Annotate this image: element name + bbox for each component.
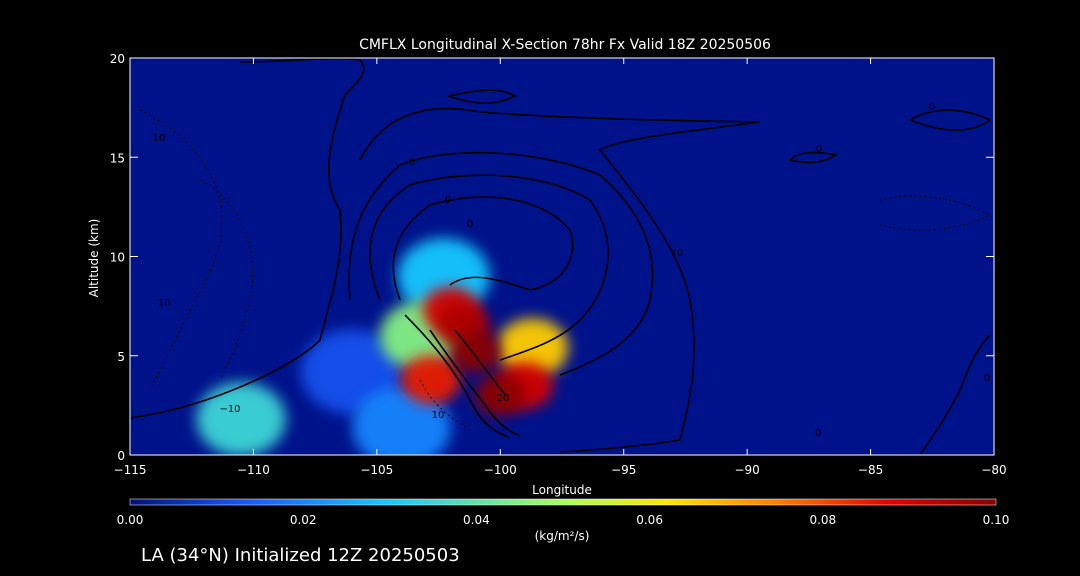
y-tick-label: 20 <box>110 52 125 66</box>
contour-line <box>359 107 761 453</box>
plot-background <box>130 58 994 455</box>
contour-label: 0 <box>409 157 415 168</box>
heat-field <box>196 238 569 455</box>
colorbar-tick-label: 0.08 <box>809 513 836 527</box>
contour-line <box>348 151 654 376</box>
y-tick-label: 0 <box>117 449 125 463</box>
contour-line <box>909 109 992 131</box>
contour-line <box>404 314 511 439</box>
y-axis: 0 5 10 15 20 <box>110 52 994 463</box>
contour-line-negative <box>139 109 223 391</box>
contour-line <box>919 334 991 455</box>
x-tick-label: −110 <box>237 463 270 477</box>
contour-line-negative <box>879 195 992 231</box>
chart-title: CMFLX Longitudinal X-Section 78hr Fx Val… <box>359 37 771 53</box>
heat-cell <box>474 374 526 417</box>
colorbar-tick-label: 0.02 <box>290 513 317 527</box>
y-tick-label: 5 <box>117 350 125 364</box>
colorbar-tick-label: 0.00 <box>117 513 144 527</box>
x-tick-label: −85 <box>858 463 883 477</box>
contour-label: 10 <box>153 133 166 144</box>
y-tick-label: 10 <box>110 251 125 265</box>
colorbar-tick-label: 0.04 <box>463 513 490 527</box>
contour-lines <box>130 58 992 455</box>
y-tick-label: 15 <box>110 151 125 165</box>
contour-line <box>447 89 517 105</box>
contour-line <box>369 174 609 361</box>
x-tick-label: −80 <box>981 463 1006 477</box>
x-tick-label: −100 <box>484 463 517 477</box>
x-axis-label: Longitude <box>532 483 592 497</box>
x-axis: −115 −110 −105 −100 −95 −90 −85 −80 <box>114 58 1007 477</box>
x-tick-label: −115 <box>114 463 147 477</box>
x-tick-label: −90 <box>734 463 759 477</box>
contour-label: 0 <box>445 195 451 206</box>
colorbar <box>129 498 997 506</box>
contour-label: 10 <box>158 298 171 309</box>
heat-cell <box>450 330 501 373</box>
contour-line <box>789 151 839 164</box>
x-tick-label: −95 <box>611 463 636 477</box>
contour-line <box>130 58 365 419</box>
contour-line <box>392 196 574 301</box>
heat-cell <box>401 354 461 405</box>
contour-line-negative <box>199 179 254 381</box>
colorbar-tick-label: 0.06 <box>636 513 663 527</box>
contour-label: 0 <box>815 428 821 439</box>
contour-label: 20 <box>497 393 510 404</box>
contour-label: 0 <box>467 219 473 230</box>
contour-label: 0 <box>984 373 990 384</box>
contour-line-negative <box>419 379 471 431</box>
x-tick-label: −105 <box>360 463 393 477</box>
y-axis-label: Altitude (km) <box>87 219 101 298</box>
contour-label: 10 <box>432 410 445 421</box>
contour-label: 0 <box>929 102 935 113</box>
colorbar-unit-label: (kg/m²/s) <box>535 529 590 543</box>
contour-line <box>429 329 521 437</box>
heat-cell <box>196 382 286 455</box>
init-info-text: LA (34°N) Initialized 12Z 20250503 <box>141 545 460 566</box>
contour-dashed <box>139 109 992 431</box>
contour-label: −10 <box>219 404 240 415</box>
contour-label: 10 <box>671 248 684 259</box>
colorbar-tick-label: 0.10 <box>983 513 1010 527</box>
colorbar-ticks: 0.00 0.02 0.04 0.06 0.08 0.10 <box>117 513 1010 527</box>
contour-line <box>454 329 506 396</box>
contour-label: 0 <box>816 144 822 155</box>
